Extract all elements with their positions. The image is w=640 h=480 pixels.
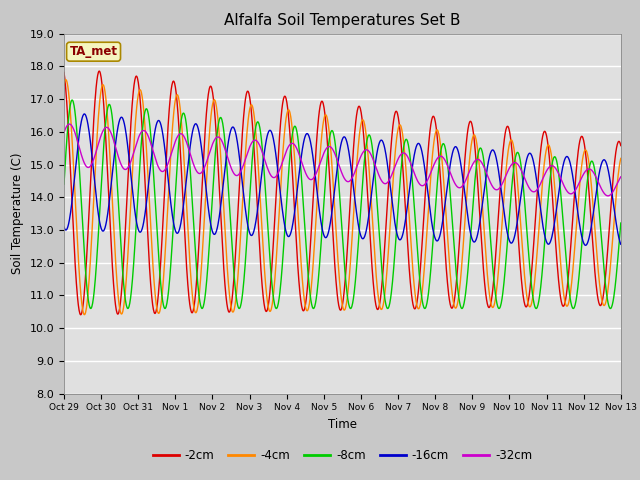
-32cm xyxy=(246,142,254,148)
-2cm xyxy=(60,70,68,75)
-16cm xyxy=(246,232,254,238)
-32cm xyxy=(171,140,179,146)
-32cm xyxy=(604,193,612,199)
-16cm xyxy=(502,222,509,228)
-2cm xyxy=(172,83,179,88)
-16cm xyxy=(81,111,88,117)
-8cm xyxy=(185,144,193,150)
-32cm xyxy=(65,121,73,127)
Line: -16cm: -16cm xyxy=(64,114,621,245)
Line: -2cm: -2cm xyxy=(64,71,621,315)
Text: TA_met: TA_met xyxy=(70,45,118,58)
-32cm xyxy=(429,164,437,169)
-4cm xyxy=(502,165,510,171)
Title: Alfalfa Soil Temperatures Set B: Alfalfa Soil Temperatures Set B xyxy=(224,13,461,28)
-8cm xyxy=(124,306,132,312)
-4cm xyxy=(429,142,437,148)
-2cm xyxy=(502,125,510,131)
-16cm xyxy=(582,242,589,248)
-2cm xyxy=(617,143,625,148)
-32cm xyxy=(60,130,68,135)
X-axis label: Time: Time xyxy=(328,418,357,431)
Line: -4cm: -4cm xyxy=(64,80,621,315)
-4cm xyxy=(617,156,625,161)
-2cm xyxy=(77,312,84,318)
-16cm xyxy=(171,225,179,231)
-8cm xyxy=(429,230,437,236)
-4cm xyxy=(552,193,559,199)
-32cm xyxy=(617,174,625,180)
Line: -8cm: -8cm xyxy=(64,100,621,309)
-32cm xyxy=(502,173,509,179)
-4cm xyxy=(81,312,88,318)
-2cm xyxy=(429,113,437,119)
-4cm xyxy=(60,82,68,88)
-2cm xyxy=(247,104,255,110)
-2cm xyxy=(95,68,103,74)
-32cm xyxy=(184,144,192,150)
Line: -32cm: -32cm xyxy=(64,124,621,196)
-4cm xyxy=(247,102,255,108)
-2cm xyxy=(185,291,193,297)
-16cm xyxy=(429,228,437,233)
-8cm xyxy=(502,254,510,260)
-16cm xyxy=(551,216,559,222)
-16cm xyxy=(617,241,625,247)
-8cm xyxy=(617,220,625,226)
-4cm xyxy=(185,240,193,245)
-8cm xyxy=(247,175,255,180)
-2cm xyxy=(552,238,559,243)
-16cm xyxy=(60,224,68,230)
-8cm xyxy=(552,155,559,160)
-8cm xyxy=(60,181,68,187)
-4cm xyxy=(172,99,179,105)
-16cm xyxy=(184,160,192,166)
-8cm xyxy=(172,194,179,200)
Y-axis label: Soil Temperature (C): Soil Temperature (C) xyxy=(11,153,24,275)
-4cm xyxy=(62,77,70,83)
Legend: -2cm, -4cm, -8cm, -16cm, -32cm: -2cm, -4cm, -8cm, -16cm, -32cm xyxy=(148,444,537,467)
-32cm xyxy=(551,165,559,170)
-8cm xyxy=(68,97,76,103)
